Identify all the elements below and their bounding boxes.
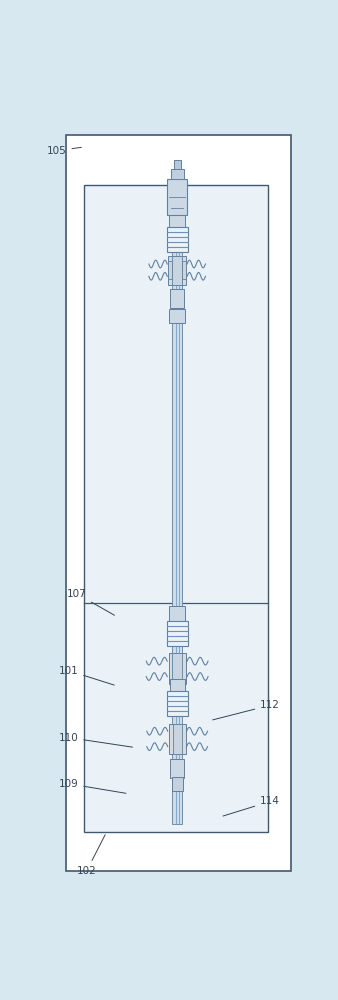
Bar [169,724,186,754]
Text: 107: 107 [67,589,115,615]
Text: 101: 101 [58,666,114,685]
Bar [170,679,185,691]
Text: 102: 102 [77,835,105,876]
Bar [167,621,188,646]
Bar [168,261,172,279]
Bar [167,179,187,215]
Bar [84,185,268,832]
Text: 109: 109 [58,779,126,793]
Bar [170,759,184,778]
Bar [66,135,291,871]
Bar [172,256,182,285]
Text: 112: 112 [213,700,280,720]
Bar [167,691,188,716]
Bar [172,777,183,791]
Bar [169,215,185,227]
Bar [172,724,182,754]
Bar [172,182,183,824]
Bar [169,309,185,323]
Bar [169,653,186,684]
Bar [169,606,185,621]
Text: 114: 114 [223,796,280,816]
Bar [168,256,186,285]
Text: 105: 105 [47,146,81,156]
Bar [172,653,182,684]
Text: 110: 110 [58,733,132,747]
Bar [174,160,180,169]
Bar [170,289,184,308]
Bar [167,227,188,252]
Bar [183,261,186,279]
Bar [171,169,184,179]
